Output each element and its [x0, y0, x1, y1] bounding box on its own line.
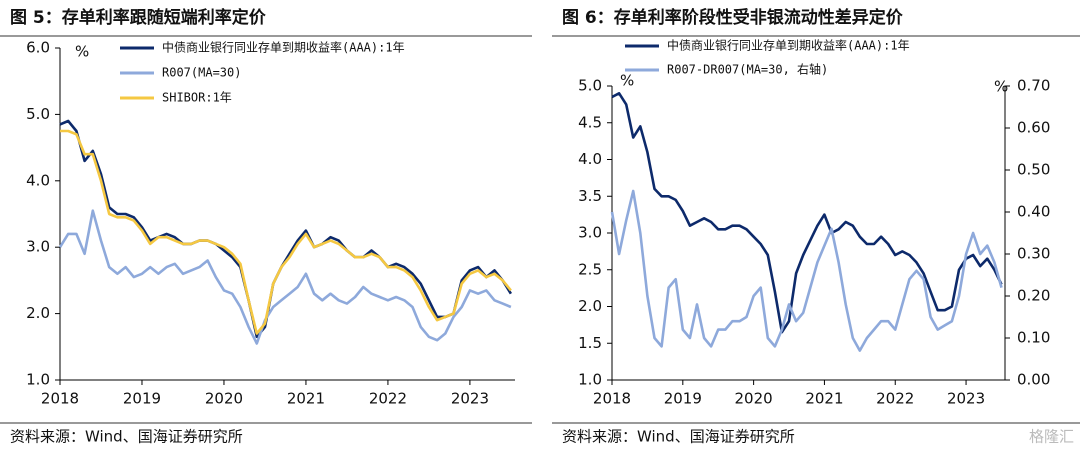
y-tick-label: 4.0	[578, 150, 602, 168]
series-line	[611, 92, 1003, 334]
x-tick-label: 2021	[287, 390, 325, 408]
y-tick-label: 5.0	[26, 105, 50, 123]
y-tick-label: 2.0	[578, 297, 602, 315]
y2-tick-label: 0.60	[1017, 119, 1050, 137]
series-line	[610, 189, 1003, 352]
y-tick-label: 3.5	[578, 187, 602, 205]
y-tick-label: 2.5	[578, 260, 602, 278]
x-tick-label: 2019	[664, 390, 702, 408]
y2-tick-label: 0.00	[1017, 371, 1050, 389]
x-tick-label: 2023	[947, 390, 985, 408]
watermark: 格隆汇	[1029, 428, 1074, 446]
legend-label: 中债商业银行同业存单到期收益率(AAA):1年	[667, 38, 910, 53]
y-unit: %	[620, 72, 634, 90]
y2-tick-label: 0.30	[1017, 245, 1050, 263]
y-tick-label: 1.0	[26, 371, 50, 389]
y2-tick-label: 0.20	[1017, 287, 1050, 305]
y2-unit: %	[994, 78, 1008, 96]
y-tick-label: 5.0	[578, 77, 602, 95]
x-tick-label: 2021	[805, 390, 843, 408]
x-tick-label: 2022	[876, 390, 914, 408]
y2-tick-label: 0.50	[1017, 161, 1050, 179]
y-tick-label: 1.0	[578, 371, 602, 389]
legend-label: R007-DR007(MA=30, 右轴)	[667, 62, 828, 77]
y-tick-label: 2.0	[26, 304, 50, 322]
chart-title: 图 5：存单利率跟随短端利率定价	[10, 7, 267, 28]
y-tick-label: 4.0	[26, 171, 50, 189]
x-tick-label: 2022	[369, 390, 407, 408]
y-tick-label: 3.0	[578, 224, 602, 242]
legend-label: 中债商业银行同业存单到期收益率(AAA):1年	[162, 40, 405, 55]
series-line	[58, 209, 512, 345]
x-tick-label: 2020	[735, 390, 773, 408]
y-tick-label: 3.0	[26, 238, 50, 256]
source: 资料来源：Wind、国海证券研究所	[10, 428, 243, 446]
y2-tick-label: 0.40	[1017, 203, 1050, 221]
y-tick-label: 4.5	[578, 113, 602, 131]
x-tick-label: 2018	[593, 390, 631, 408]
y-tick-label: 6.0	[26, 39, 50, 57]
y2-tick-label: 0.10	[1017, 329, 1050, 347]
chart-title: 图 6：存单利率阶段性受非银流动性差异定价	[562, 7, 904, 28]
y-tick-label: 1.5	[578, 334, 602, 352]
y-unit: %	[75, 43, 89, 61]
x-tick-label: 2023	[451, 390, 489, 408]
y2-tick-label: 0.70	[1017, 77, 1050, 95]
series-line	[60, 129, 512, 335]
x-tick-label: 2019	[123, 390, 161, 408]
source: 资料来源：Wind、国海证券研究所	[562, 428, 795, 446]
x-tick-label: 2018	[41, 390, 79, 408]
legend-label: R007(MA=30)	[162, 66, 241, 80]
x-tick-label: 2020	[205, 390, 243, 408]
legend-label: SHIBOR:1年	[162, 91, 232, 105]
series-line	[59, 119, 513, 339]
